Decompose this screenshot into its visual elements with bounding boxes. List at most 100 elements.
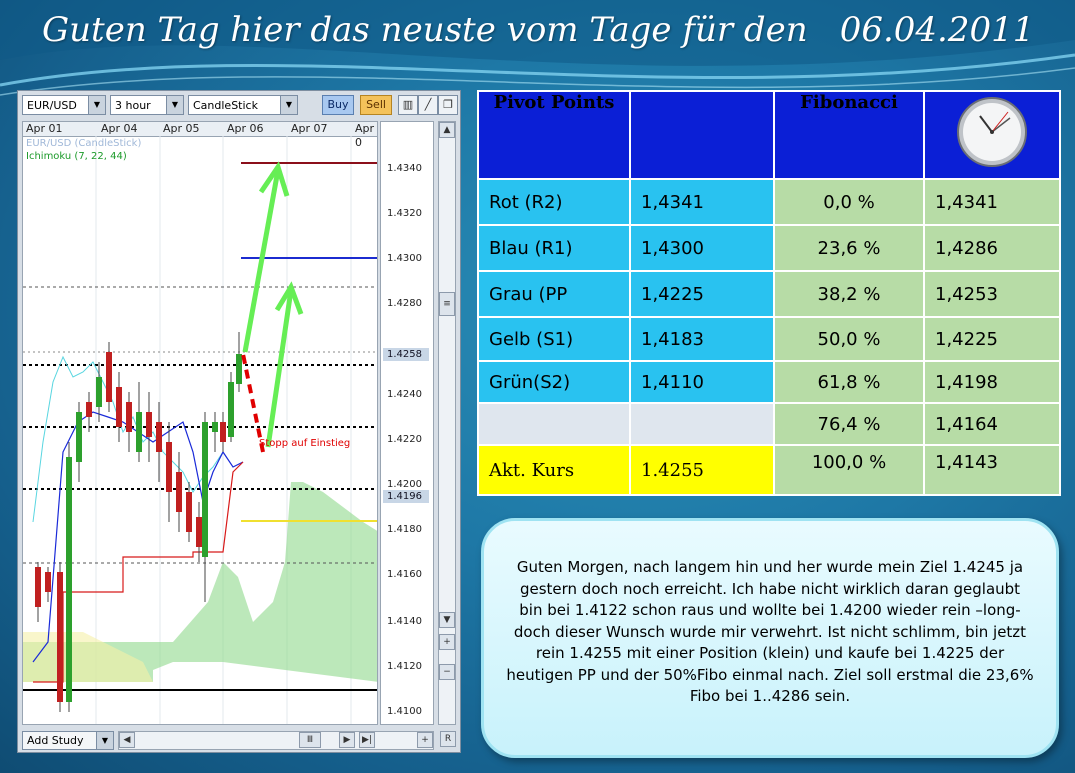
level-label: Rot (R2) [477, 178, 631, 226]
chart-plot-area[interactable]: Apr 01 Apr 04 Apr 05 Apr 06 Apr 07 Apr 0 [22, 121, 378, 725]
price-tick: 1.4340 [387, 163, 422, 174]
hscroll-thumb[interactable]: Ⅲ [299, 732, 321, 748]
buy-button[interactable]: Buy [322, 95, 354, 115]
candle [236, 354, 242, 384]
candle [166, 442, 172, 492]
vertical-scrollbar[interactable]: ▲ ≡ ▼ + − [438, 121, 456, 725]
current-price-badge: 1.4258 [383, 348, 429, 361]
sell-button[interactable]: Sell [360, 95, 392, 115]
fib-percent: 38,2 % [773, 270, 925, 318]
candle [186, 492, 192, 532]
fib-value: 1,4286 [923, 224, 1061, 272]
candle [96, 377, 102, 407]
symbol-value: EUR/USD [27, 99, 77, 112]
table-row: Grün(S2) 1,4110 61,8 % 1,4198 [477, 360, 1061, 404]
fib-percent: 0,0 % [773, 178, 925, 226]
price-tick: 1.4320 [387, 208, 422, 219]
fib-percent: 50,0 % [773, 316, 925, 362]
scroll-down-icon[interactable]: ▼ [439, 612, 455, 628]
table-row: 76,4 % 1,4164 [477, 402, 1061, 446]
level-value: 1,4183 [629, 316, 775, 362]
scroll-thumb[interactable]: ≡ [439, 292, 455, 316]
candle [228, 382, 234, 437]
level-label: Grün(S2) [477, 360, 631, 404]
price-tick: 1.4280 [387, 298, 422, 309]
symbol-select[interactable]: EUR/USD ▼ [22, 95, 106, 115]
fib-percent: 76,4 % [773, 402, 925, 446]
candle [220, 422, 226, 442]
candle [106, 352, 112, 402]
scroll-left-icon[interactable]: ◀ [119, 732, 135, 748]
scroll-end-icon[interactable]: ▶| [359, 732, 375, 748]
table-header-row: Pivot Points Fibonacci [477, 90, 1061, 180]
table-row: Gelb (S1) 1,4183 50,0 % 1,4225 [477, 316, 1061, 362]
hzoom-in-icon[interactable]: + [417, 732, 433, 748]
table-row: Blau (R1) 1,4300 23,6 % 1,4286 [477, 224, 1061, 272]
current-price-value: 1.4255 [629, 444, 775, 496]
candle [176, 472, 182, 512]
level-label: Gelb (S1) [477, 316, 631, 362]
level-value: 1,4300 [629, 224, 775, 272]
draw-line-icon[interactable]: ╱ [418, 95, 438, 115]
candle [196, 517, 202, 547]
timeframe-value: 3 hour [115, 99, 151, 112]
fib-value: 1,4198 [923, 360, 1061, 404]
candle [136, 412, 142, 452]
ichimoku-cloud [23, 482, 377, 682]
candle [126, 402, 132, 432]
add-study-select[interactable]: Add Study ▼ [22, 731, 114, 750]
level-value [629, 402, 775, 446]
header-empty [629, 90, 775, 180]
chevron-down-icon: ▼ [96, 732, 113, 749]
candle [156, 422, 162, 452]
zoom-in-icon[interactable]: + [439, 634, 455, 650]
chart-type-value: CandleStick [193, 99, 258, 112]
candle [86, 402, 92, 417]
target-arrow-2-head [274, 281, 304, 315]
level-label: Blau (R1) [477, 224, 631, 272]
bar-chart-icon[interactable]: ▥ [398, 95, 418, 115]
table-row: Rot (R2) 1,4341 0,0 % 1,4341 [477, 178, 1061, 226]
level-value: 1,4225 [629, 270, 775, 318]
candle [76, 412, 82, 462]
horizontal-scrollbar[interactable]: ◀ Ⅲ ▶ ▶| + [118, 731, 434, 750]
table-row: Grau (PP 1,4225 38,2 % 1,4253 [477, 270, 1061, 318]
date-axis: Apr 01 Apr 04 Apr 05 Apr 06 Apr 07 Apr 0 [23, 122, 377, 149]
target-arrow-1-head [258, 161, 290, 197]
current-price-label: Akt. Kurs [477, 444, 631, 496]
reset-icon[interactable]: R [440, 731, 456, 747]
timeframe-select[interactable]: 3 hour ▼ [110, 95, 184, 115]
candle [212, 422, 218, 432]
candles [35, 332, 242, 712]
scroll-right-icon[interactable]: ▶ [339, 732, 355, 748]
zoom-out-icon[interactable]: − [439, 664, 455, 680]
window-restore-icon[interactable]: ❐ [438, 95, 458, 115]
price-tick: 1.4100 [387, 706, 422, 717]
level-label [477, 402, 631, 446]
price-tick: 1.4180 [387, 524, 422, 535]
candle [202, 422, 208, 557]
date-tick: Apr 0 [355, 122, 375, 149]
price-tick: 1.4140 [387, 616, 422, 627]
candle [35, 567, 41, 607]
chevron-down-icon: ▼ [88, 96, 105, 114]
chart-window: EUR/USD ▼ 3 hour ▼ CandleStick ▼ Buy Sel… [17, 90, 461, 753]
fib-value: 1,4143 [923, 444, 1061, 496]
stop-dashed-line [241, 353, 265, 453]
price-tick: 1.4220 [387, 434, 422, 445]
price-tick: 1.4240 [387, 389, 422, 400]
chart-type-select[interactable]: CandleStick ▼ [188, 95, 298, 115]
candle [45, 572, 51, 592]
fib-value: 1,4253 [923, 270, 1061, 318]
scroll-up-icon[interactable]: ▲ [439, 122, 455, 138]
chart-drawing [23, 136, 377, 724]
legend-main: EUR/USD (CandleStick) [26, 138, 142, 149]
fib-percent: 100,0 % [773, 444, 925, 496]
page-title-text: Guten Tag hier das neuste vom Tage für d… [42, 10, 808, 50]
fib-value: 1,4225 [923, 316, 1061, 362]
yellow-cloud [23, 632, 153, 682]
price-axis: 1.4340 1.4320 1.4300 1.4280 1.4258 1.424… [380, 121, 434, 725]
target-arrow-2 [265, 289, 294, 448]
comment-text: Guten Morgen, nach langem hin und her wu… [506, 558, 1034, 705]
pivot-fibonacci-table: Pivot Points Fibonacci Rot (R2) 1,4341 0… [477, 90, 1061, 496]
